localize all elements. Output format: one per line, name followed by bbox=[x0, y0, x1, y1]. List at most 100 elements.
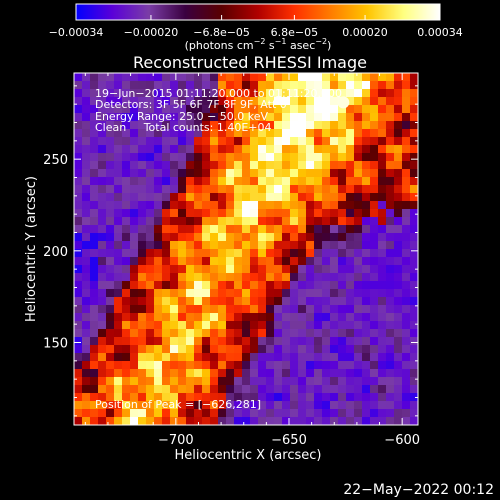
heatmap-cell bbox=[370, 161, 379, 170]
heatmap-cell bbox=[178, 233, 187, 242]
heatmap-cell bbox=[258, 129, 267, 138]
heatmap-cell bbox=[306, 305, 315, 314]
heatmap-cell bbox=[410, 161, 418, 170]
heatmap-cell bbox=[226, 369, 235, 378]
heatmap-cell bbox=[226, 321, 235, 330]
heatmap-cell bbox=[386, 185, 395, 194]
heatmap-cell bbox=[186, 289, 195, 298]
heatmap-cell bbox=[114, 297, 123, 306]
heatmap-cell bbox=[266, 145, 275, 154]
heatmap-cell bbox=[266, 249, 275, 258]
heatmap-cell bbox=[234, 289, 243, 298]
heatmap-cell bbox=[370, 337, 379, 346]
heatmap-cell bbox=[314, 353, 323, 362]
heatmap-cell bbox=[250, 193, 259, 202]
heatmap-cell bbox=[394, 169, 403, 178]
heatmap-cell bbox=[82, 121, 91, 130]
heatmap-cell bbox=[250, 153, 259, 162]
heatmap-cell bbox=[162, 201, 171, 210]
heatmap-cell bbox=[106, 153, 115, 162]
heatmap-cell bbox=[370, 121, 379, 130]
heatmap-cell bbox=[178, 161, 187, 170]
heatmap-cell bbox=[330, 265, 339, 274]
heatmap-cell bbox=[178, 369, 187, 378]
heatmap-cell bbox=[362, 185, 371, 194]
heatmap-cell bbox=[330, 97, 339, 106]
heatmap-cell bbox=[330, 145, 339, 154]
heatmap-cell bbox=[354, 409, 363, 418]
heatmap-cell bbox=[290, 377, 299, 386]
heatmap-cell bbox=[322, 113, 331, 122]
heatmap-cell bbox=[186, 177, 195, 186]
heatmap-cell bbox=[162, 305, 171, 314]
heatmap-cell bbox=[170, 385, 179, 394]
heatmap-cell bbox=[210, 73, 219, 82]
heatmap-cell bbox=[218, 177, 227, 186]
heatmap-cell bbox=[258, 257, 267, 266]
heatmap-cell bbox=[298, 249, 307, 258]
heatmap-cell bbox=[170, 249, 179, 258]
heatmap-cell bbox=[138, 113, 147, 122]
heatmap-cell bbox=[178, 393, 187, 402]
heatmap-cell bbox=[314, 153, 323, 162]
heatmap-cell bbox=[202, 337, 211, 346]
heatmap-cell bbox=[178, 281, 187, 290]
heatmap-cell bbox=[250, 97, 259, 106]
heatmap-cell bbox=[218, 329, 227, 338]
heatmap-cell bbox=[394, 369, 403, 378]
heatmap-cell bbox=[234, 321, 243, 330]
heatmap-cell bbox=[314, 321, 323, 330]
heatmap-cell bbox=[194, 233, 203, 242]
heatmap-cell bbox=[98, 81, 107, 90]
heatmap-cell bbox=[194, 273, 203, 282]
heatmap-cell bbox=[82, 289, 91, 298]
heatmap-cell bbox=[82, 233, 91, 242]
heatmap-cell bbox=[242, 257, 251, 266]
heatmap-cell bbox=[282, 369, 291, 378]
heatmap-cell bbox=[210, 369, 219, 378]
heatmap-cell bbox=[98, 401, 107, 410]
heatmap-cell bbox=[330, 129, 339, 138]
heatmap-cell bbox=[370, 217, 379, 226]
heatmap-cell bbox=[298, 361, 307, 370]
heatmap-cell bbox=[218, 401, 227, 410]
heatmap-cell bbox=[82, 201, 91, 210]
heatmap-cell bbox=[226, 249, 235, 258]
heatmap-cell bbox=[370, 73, 379, 82]
heatmap-cell bbox=[194, 161, 203, 170]
heatmap-cell bbox=[98, 337, 107, 346]
heatmap-cell bbox=[266, 137, 275, 146]
heatmap-cell bbox=[202, 121, 211, 130]
heatmap-cell bbox=[306, 417, 315, 425]
heatmap-cell bbox=[394, 265, 403, 274]
heatmap-cell bbox=[290, 289, 299, 298]
heatmap-cell bbox=[338, 153, 347, 162]
heatmap-cell bbox=[122, 161, 131, 170]
heatmap-cell bbox=[290, 249, 299, 258]
heatmap-cell bbox=[98, 185, 107, 194]
heatmap-cell bbox=[402, 121, 411, 130]
heatmap-cell bbox=[82, 241, 91, 250]
heatmap-cell bbox=[402, 297, 411, 306]
heatmap-cell bbox=[386, 177, 395, 186]
heatmap-cell bbox=[354, 177, 363, 186]
heatmap-cell bbox=[274, 313, 283, 322]
heatmap-cell bbox=[218, 193, 227, 202]
heatmap-cell bbox=[186, 105, 195, 114]
heatmap-cell bbox=[226, 89, 235, 98]
heatmap-cell bbox=[354, 121, 363, 130]
heatmap-cell bbox=[314, 137, 323, 146]
heatmap-cell bbox=[170, 257, 179, 266]
heatmap-cell bbox=[410, 81, 418, 90]
heatmap-cell bbox=[98, 369, 107, 378]
heatmap-cell bbox=[338, 137, 347, 146]
heatmap-cell bbox=[362, 113, 371, 122]
heatmap-cell bbox=[282, 105, 291, 114]
heatmap-cell bbox=[362, 313, 371, 322]
heatmap-cell bbox=[98, 177, 107, 186]
heatmap-cell bbox=[186, 345, 195, 354]
heatmap-cell bbox=[250, 233, 259, 242]
heatmap-cell bbox=[394, 393, 403, 402]
heatmap-cell bbox=[98, 105, 107, 114]
heatmap-cell bbox=[234, 345, 243, 354]
